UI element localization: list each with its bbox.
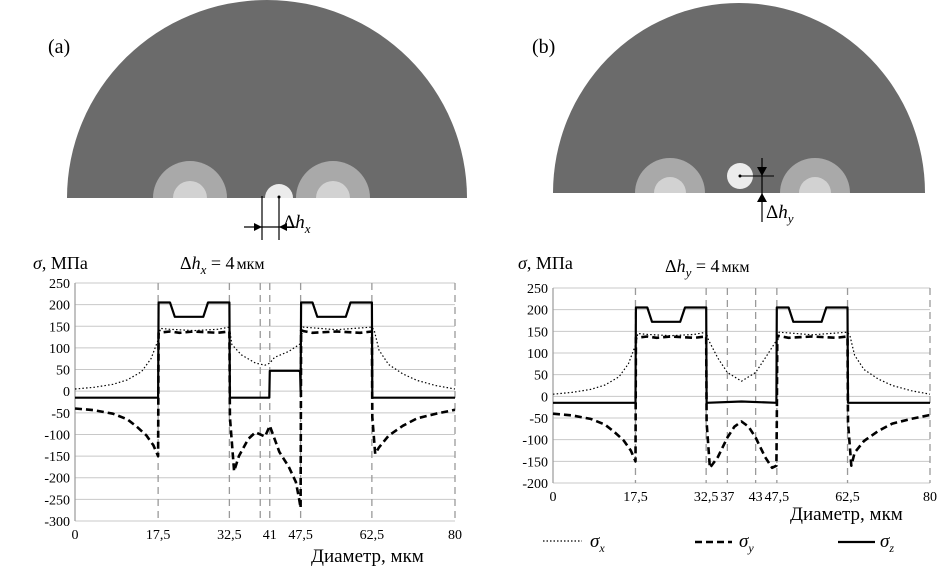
panel-label-a: (a)	[48, 36, 70, 58]
y-tick-label-a: 200	[49, 299, 70, 314]
fiber-cladding-b	[553, 3, 925, 193]
stress-rod-right-a	[296, 161, 370, 198]
y-tick-label-a: 0	[63, 385, 70, 400]
y-tick-label-a: -200	[44, 472, 70, 487]
stress-chart-b: σ, МПа Δhy = 4 мкм Диаметр, мкм 250 200 150…	[518, 253, 937, 525]
y-tick-label-a: 50	[56, 364, 70, 379]
y-tick-label-b: 150	[527, 325, 548, 340]
x-tick-label-a: 0	[72, 528, 79, 543]
x-tick-label-a: 17,5	[146, 528, 171, 543]
panel-label-b: (b)	[532, 36, 555, 58]
y-tick-label-b: -200	[522, 477, 548, 492]
y-tick-label-b: 50	[534, 369, 548, 384]
stress-rod-left-a	[153, 161, 227, 198]
y-tick-label-a: -300	[44, 515, 70, 530]
series-line-sigma-z-b	[553, 306, 930, 404]
stress-chart-a: σ, МПа Δhx = 4 мкм Диаметр, мкм 250 200 150…	[33, 253, 462, 567]
offset-arrowhead-left-a	[254, 223, 262, 231]
y-tick-label-b: 100	[527, 347, 548, 362]
x-tick-label-b: 32,5	[694, 490, 719, 505]
x-tick-label-b: 0	[550, 490, 557, 505]
annotation-a: Δhx = 4 мкм	[180, 253, 265, 277]
offset-arrowhead-bottom-b	[757, 193, 767, 202]
stress-rod-left-b	[635, 158, 705, 193]
x-tick-label-b: 37	[720, 490, 734, 505]
y-tick-label-a: -100	[44, 428, 70, 443]
x-tick-label-a: 32,5	[217, 528, 242, 543]
x-tick-label-a: 80	[448, 528, 462, 543]
x-axis-label-b: Диаметр, мкм	[790, 504, 903, 525]
y-tick-label-b: 0	[541, 390, 548, 405]
y-tick-label-a: 250	[49, 277, 70, 292]
y-axis-label-b: σ, МПа	[518, 253, 573, 273]
x-tick-label-b: 62,5	[835, 490, 860, 505]
offset-arrowhead-right-a	[279, 223, 287, 231]
annotation-b: Δhy = 4 мкм	[665, 256, 750, 280]
fiber-cross-section-b: Δhy	[553, 3, 925, 226]
stress-core-left-b	[654, 177, 686, 193]
air-hole-a	[265, 184, 293, 198]
x-tick-label-b: 47,5	[765, 490, 790, 505]
stress-core-right-b	[799, 177, 831, 193]
fiber-cladding-a	[67, 0, 467, 198]
series-line-sigma-y-a	[74, 329, 456, 510]
y-tick-label-b: -150	[522, 455, 548, 470]
x-tick-label-a: 62,5	[360, 528, 385, 543]
y-tick-label-b: -50	[529, 412, 548, 427]
x-tick-label-a: 47,5	[288, 528, 313, 543]
stress-core-right-a	[316, 181, 350, 198]
fiber-cross-section-a: Δhx	[67, 0, 467, 240]
series-line-sigma-z-a	[75, 301, 455, 399]
y-axis-label-a: σ, МПа	[33, 253, 88, 273]
offset-arrowhead-top-b	[757, 167, 767, 176]
legend-item-sigma-x: σx	[543, 531, 605, 555]
stress-rod-right-b	[780, 158, 850, 193]
y-tick-label-a: -150	[44, 450, 70, 465]
legend-item-sigma-y: σy	[695, 531, 754, 555]
series-line-sigma-x-b	[552, 331, 931, 395]
y-tick-label-b: 250	[527, 282, 548, 297]
y-tick-label-b: -100	[522, 434, 548, 449]
legend-label-sigma-z: σz	[880, 531, 894, 555]
stress-core-left-a	[173, 181, 207, 198]
offset-label-b: Δhy	[766, 202, 794, 226]
x-tick-label-b: 17,5	[623, 490, 648, 505]
y-tick-label-a: -250	[44, 493, 70, 508]
y-tick-label-a: 100	[49, 342, 70, 357]
series-line-sigma-y-b	[552, 334, 931, 470]
legend-label-sigma-y: σy	[739, 531, 754, 555]
x-tick-label-a: 41	[263, 528, 277, 543]
offset-label-a: Δhx	[283, 212, 311, 236]
x-tick-label-b: 80	[923, 490, 937, 505]
y-tick-label-b: 200	[527, 304, 548, 319]
series-line-sigma-x-a	[74, 326, 456, 390]
x-tick-label-b: 43	[749, 490, 763, 505]
legend-label-sigma-x: σx	[590, 531, 605, 555]
y-tick-label-a: -50	[51, 407, 70, 422]
legend: σx σy σz	[543, 531, 894, 555]
legend-item-sigma-z: σz	[838, 531, 894, 555]
y-tick-label-a: 150	[49, 320, 70, 335]
x-axis-label-a: Диаметр, мкм	[311, 546, 424, 567]
